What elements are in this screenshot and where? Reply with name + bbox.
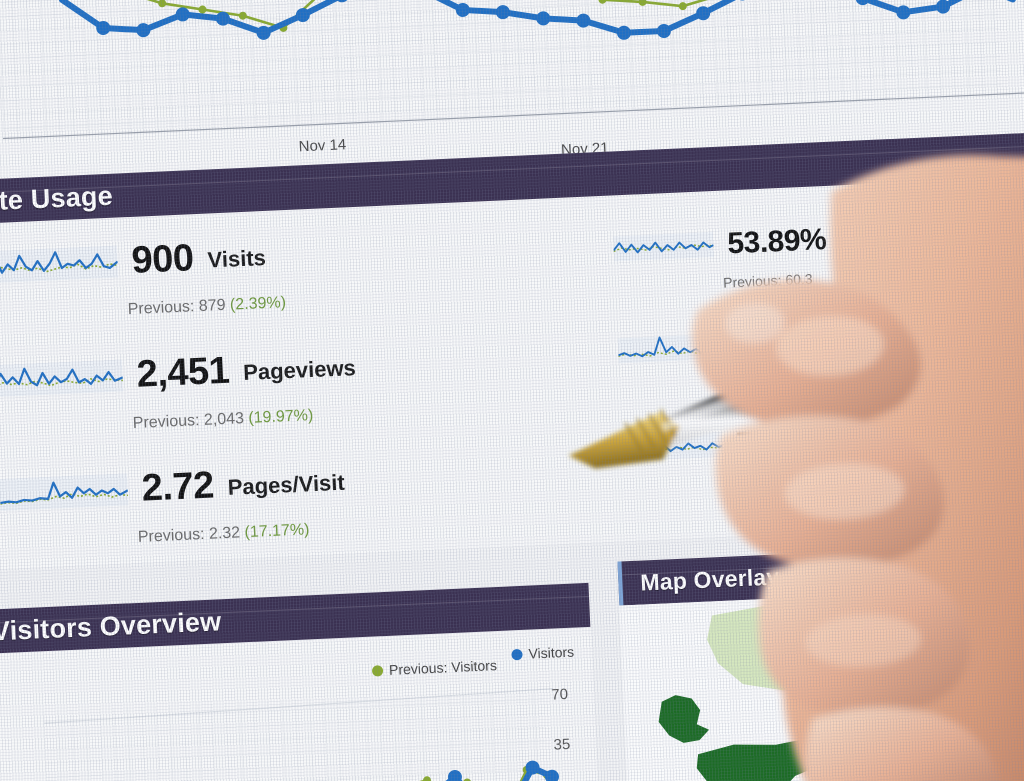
metric-pageviews-change: (19.97%) [247, 407, 314, 427]
map-region-united-states [696, 739, 826, 781]
series-visits-markers [96, 0, 951, 40]
metric-pages-per-visit[interactable]: 2.72 Pages/Visit Previous: 2.32 (17.17%) [0, 460, 347, 553]
site-usage-title: Site Usage [0, 180, 114, 217]
sparkline-new-visits [621, 431, 723, 462]
metric-pageviews-label: Pageviews [242, 355, 357, 386]
map-overlay-title: Map Overlay [639, 562, 780, 596]
x-tick-nov-14: Nov 14 [298, 136, 347, 156]
visits-trend-plot [0, 0, 1024, 140]
site-usage-panel: Site Usage 900 Visits Previous: 879 (2.3… [0, 131, 1024, 571]
world-map [658, 598, 887, 781]
metric-pageviews-previous: Previous: 2,043 [132, 410, 245, 433]
visitors-overview-panel: Visitors Overview Previous: Visitors Vis… [0, 582, 600, 781]
series-previous-visits-markers [158, 0, 687, 32]
metric-bounce-rate-previous: Previous: 60.3 [722, 270, 813, 291]
metric-avg-time-on-site[interactable]: 00:0 [617, 326, 804, 365]
sparkline-avg-time-on-site [617, 333, 719, 364]
metric-new-visits[interactable]: 77.44% Previous [621, 422, 851, 497]
metric-visits-change: (2.39%) [229, 294, 287, 314]
sparkline-pages-per-visit [0, 473, 129, 511]
map-region-alaska [658, 695, 710, 743]
map-overlay-map[interactable] [619, 585, 1024, 781]
map-overlay-panel: Map Overlay [617, 541, 1024, 781]
metric-bounce-rate-value: 53.89% [726, 222, 827, 260]
metric-visits-value: 900 [130, 237, 195, 282]
metric-new-visits-previous: Previous [731, 474, 787, 493]
metric-pageviews[interactable]: 2,451 Pageviews Previous: 2,043 (19.97%) [0, 345, 358, 439]
metric-visits[interactable]: 900 Visits Previous: 879 (2.39%) [0, 234, 286, 325]
metric-bounce-rate-label: Bounce Rate [839, 225, 951, 251]
visits-trend-chart: 0 70 35 0 Nov 14 Nov 21 Nov 28 Dec 5 Pre… [0, 0, 1024, 201]
metric-pages-per-visit-label: Pages/Visit [227, 469, 346, 500]
visitors-overview-title: Visitors Overview [0, 605, 222, 646]
metric-pages-per-visit-value: 2.72 [140, 464, 215, 510]
metric-visits-previous: Previous: 879 [127, 296, 226, 319]
sparkline-pageviews [0, 359, 124, 398]
visitors-overview-plot [43, 687, 559, 781]
metric-new-visits-value: 77.44% [735, 422, 836, 460]
metric-avg-time-on-site-value: 00:0 [731, 326, 791, 362]
sparkline-bounce-rate [612, 232, 715, 262]
metric-visits-label: Visits [206, 244, 267, 273]
metric-bounce-rate[interactable]: 53.89% Bounce Rate Previous: 60.3 [612, 219, 952, 296]
metric-pageviews-value: 2,451 [135, 349, 231, 396]
metric-pages-per-visit-change: (17.17%) [244, 521, 310, 542]
visitors-overview-chart: Previous: Visitors Visitors 70 70 35 0 [0, 627, 599, 781]
sparkline-visits [0, 245, 119, 284]
metric-pages-per-visit-previous: Previous: 2.32 [137, 524, 241, 546]
site-usage-metrics: 900 Visits Previous: 879 (2.39%) 2,451 [0, 176, 1024, 571]
